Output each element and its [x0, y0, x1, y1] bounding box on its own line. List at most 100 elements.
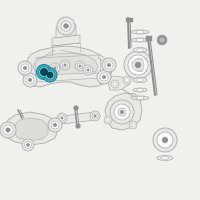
Polygon shape — [14, 118, 48, 141]
Circle shape — [51, 121, 59, 129]
Polygon shape — [24, 67, 35, 87]
Circle shape — [18, 61, 32, 75]
Circle shape — [77, 63, 83, 69]
Circle shape — [64, 23, 68, 28]
Circle shape — [107, 63, 111, 67]
Circle shape — [111, 80, 119, 88]
Circle shape — [57, 113, 67, 123]
Circle shape — [21, 64, 29, 72]
Polygon shape — [22, 46, 112, 87]
Circle shape — [124, 51, 152, 79]
Circle shape — [106, 118, 110, 122]
Ellipse shape — [131, 96, 149, 100]
Ellipse shape — [133, 77, 147, 82]
Circle shape — [28, 78, 32, 82]
Polygon shape — [146, 36, 152, 41]
Polygon shape — [5, 112, 58, 145]
Circle shape — [75, 61, 85, 71]
Circle shape — [26, 144, 30, 146]
Circle shape — [102, 58, 116, 72]
Circle shape — [123, 76, 131, 84]
Circle shape — [50, 63, 60, 73]
Ellipse shape — [157, 156, 173, 160]
Circle shape — [87, 69, 89, 71]
Circle shape — [79, 65, 81, 67]
Circle shape — [3, 125, 13, 135]
Circle shape — [23, 66, 27, 70]
Polygon shape — [52, 35, 80, 46]
Circle shape — [74, 106, 78, 110]
Circle shape — [97, 70, 111, 84]
Ellipse shape — [161, 157, 169, 159]
Circle shape — [59, 115, 65, 121]
Circle shape — [47, 72, 53, 78]
Ellipse shape — [137, 78, 143, 82]
Circle shape — [26, 76, 34, 84]
Circle shape — [76, 123, 80, 129]
Polygon shape — [33, 53, 98, 78]
Circle shape — [62, 62, 68, 68]
Circle shape — [157, 35, 167, 45]
Circle shape — [129, 121, 137, 129]
Polygon shape — [98, 55, 112, 84]
Polygon shape — [56, 25, 76, 38]
Circle shape — [85, 67, 91, 73]
Circle shape — [0, 122, 16, 138]
Ellipse shape — [133, 68, 147, 72]
Ellipse shape — [133, 88, 147, 92]
Circle shape — [131, 123, 135, 127]
Circle shape — [102, 75, 106, 79]
Circle shape — [83, 65, 93, 75]
Ellipse shape — [137, 89, 143, 91]
Circle shape — [54, 67, 56, 69]
Ellipse shape — [133, 47, 147, 52]
Polygon shape — [35, 73, 100, 82]
Circle shape — [36, 64, 52, 79]
Circle shape — [100, 73, 108, 81]
Circle shape — [24, 142, 32, 148]
Circle shape — [45, 70, 55, 80]
Polygon shape — [108, 76, 130, 90]
Circle shape — [48, 118, 62, 132]
Circle shape — [23, 73, 37, 87]
Circle shape — [125, 78, 129, 82]
Ellipse shape — [131, 30, 149, 34]
Circle shape — [92, 113, 98, 119]
Ellipse shape — [136, 31, 144, 33]
Circle shape — [61, 21, 71, 31]
Circle shape — [64, 64, 66, 66]
Circle shape — [120, 110, 124, 114]
Ellipse shape — [133, 58, 147, 62]
Circle shape — [38, 66, 50, 77]
Circle shape — [132, 59, 144, 71]
Circle shape — [94, 115, 96, 117]
Polygon shape — [126, 18, 133, 22]
Circle shape — [52, 65, 58, 71]
Circle shape — [105, 61, 113, 69]
Ellipse shape — [136, 39, 144, 41]
Ellipse shape — [137, 58, 143, 62]
Circle shape — [53, 123, 57, 127]
Circle shape — [153, 128, 177, 152]
Circle shape — [162, 137, 168, 143]
Ellipse shape — [131, 38, 149, 42]
Circle shape — [104, 116, 112, 124]
Circle shape — [114, 104, 130, 120]
Polygon shape — [105, 93, 142, 130]
Circle shape — [160, 38, 164, 43]
Ellipse shape — [136, 97, 144, 99]
Circle shape — [40, 68, 48, 75]
Circle shape — [57, 17, 75, 35]
Circle shape — [43, 68, 57, 82]
Circle shape — [110, 100, 134, 124]
Circle shape — [6, 128, 10, 132]
Circle shape — [128, 55, 148, 75]
Polygon shape — [60, 112, 97, 124]
Circle shape — [118, 108, 126, 116]
Circle shape — [60, 60, 70, 70]
Circle shape — [61, 117, 63, 119]
Ellipse shape — [137, 48, 143, 52]
Circle shape — [90, 111, 100, 121]
Circle shape — [22, 139, 34, 151]
Ellipse shape — [137, 68, 143, 72]
